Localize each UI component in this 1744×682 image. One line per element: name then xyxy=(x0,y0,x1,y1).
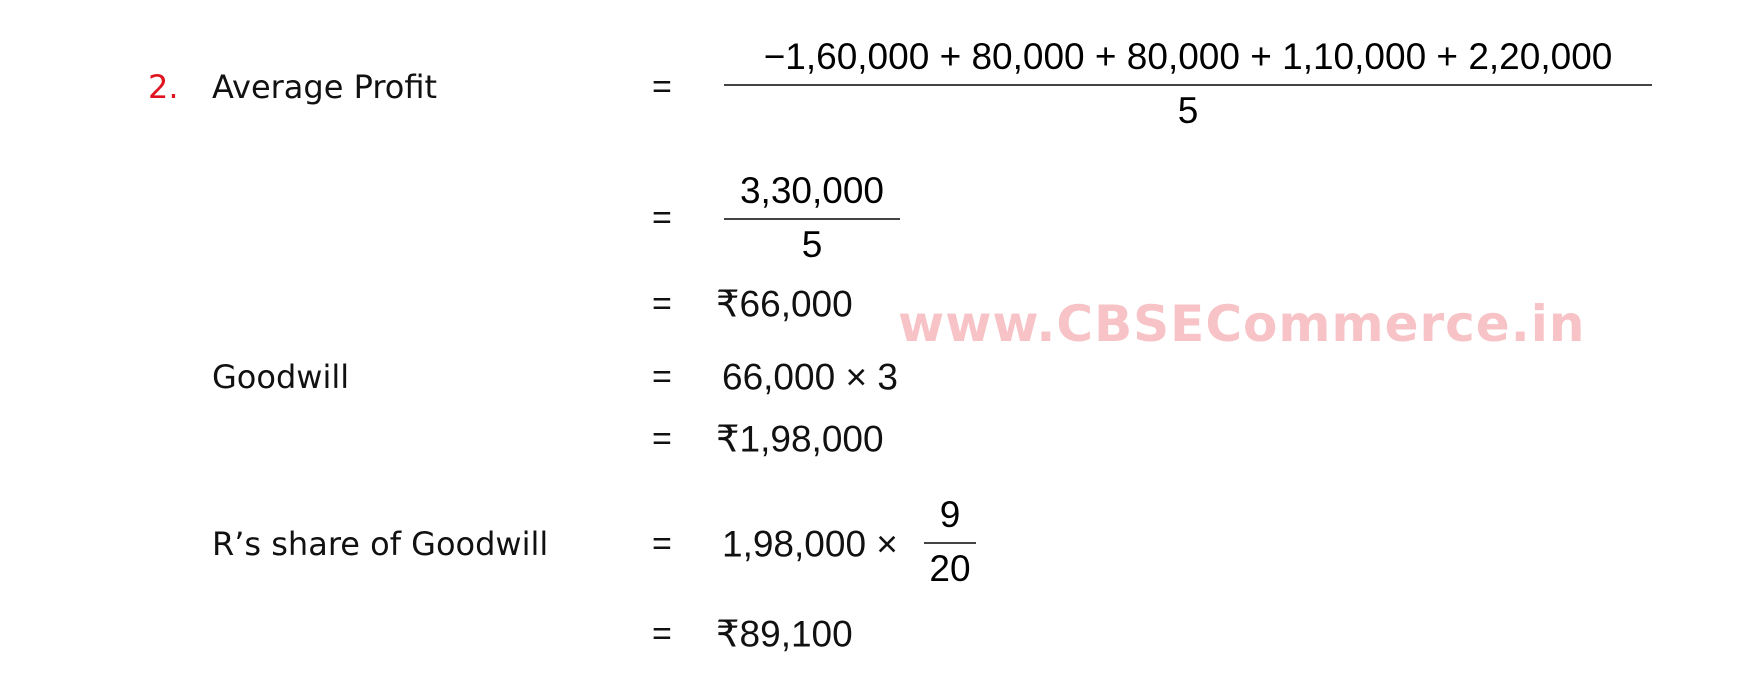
equals-sign: = xyxy=(652,285,672,323)
equals-sign: = xyxy=(652,68,672,106)
watermark: www.CBSECommerce.in xyxy=(898,295,1586,353)
goodwill-expression: 66,000 × 3 xyxy=(722,356,898,398)
question-number: 2. xyxy=(148,68,179,106)
average-profit-result: ₹66,000 xyxy=(716,283,853,325)
r-share-ratio: 9 20 xyxy=(924,494,976,590)
fraction-bar xyxy=(724,84,1652,86)
fraction-numerator: −1,60,000 + 80,000 + 80,000 + 1,10,000 +… xyxy=(763,36,1613,77)
fraction-bar xyxy=(924,542,976,544)
fraction-denominator: 20 xyxy=(929,548,971,589)
equals-sign: = xyxy=(652,525,672,563)
fraction-denominator: 5 xyxy=(1177,90,1199,131)
equals-sign: = xyxy=(652,420,672,458)
fraction-numerator: 9 xyxy=(939,494,961,535)
fraction-numerator: 3,30,000 xyxy=(739,170,885,211)
equals-sign: = xyxy=(652,358,672,396)
r-share-result: ₹89,100 xyxy=(716,613,853,655)
goodwill-label: Goodwill xyxy=(212,358,350,396)
r-share-label: R’s share of Goodwill xyxy=(212,525,549,563)
r-share-expression: 1,98,000 × xyxy=(722,523,898,565)
fraction-bar xyxy=(724,218,900,220)
equals-sign: = xyxy=(652,615,672,653)
fraction-denominator: 5 xyxy=(801,224,823,265)
sum-fraction: 3,30,000 5 xyxy=(724,170,900,266)
average-profit-fraction: −1,60,000 + 80,000 + 80,000 + 1,10,000 +… xyxy=(724,36,1652,132)
equals-sign: = xyxy=(652,199,672,237)
goodwill-result: ₹1,98,000 xyxy=(716,418,884,460)
average-profit-label: Average Profit xyxy=(212,68,438,106)
